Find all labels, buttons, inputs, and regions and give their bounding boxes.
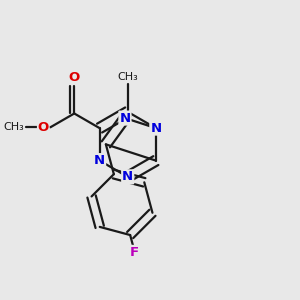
Text: N: N xyxy=(150,122,161,135)
Text: O: O xyxy=(69,70,80,84)
Text: N: N xyxy=(94,154,105,167)
Text: CH₃: CH₃ xyxy=(4,122,25,132)
Text: CH₃: CH₃ xyxy=(117,72,138,82)
Text: F: F xyxy=(130,246,139,259)
Text: N: N xyxy=(119,112,130,124)
Text: N: N xyxy=(122,170,133,183)
Text: O: O xyxy=(38,121,49,134)
